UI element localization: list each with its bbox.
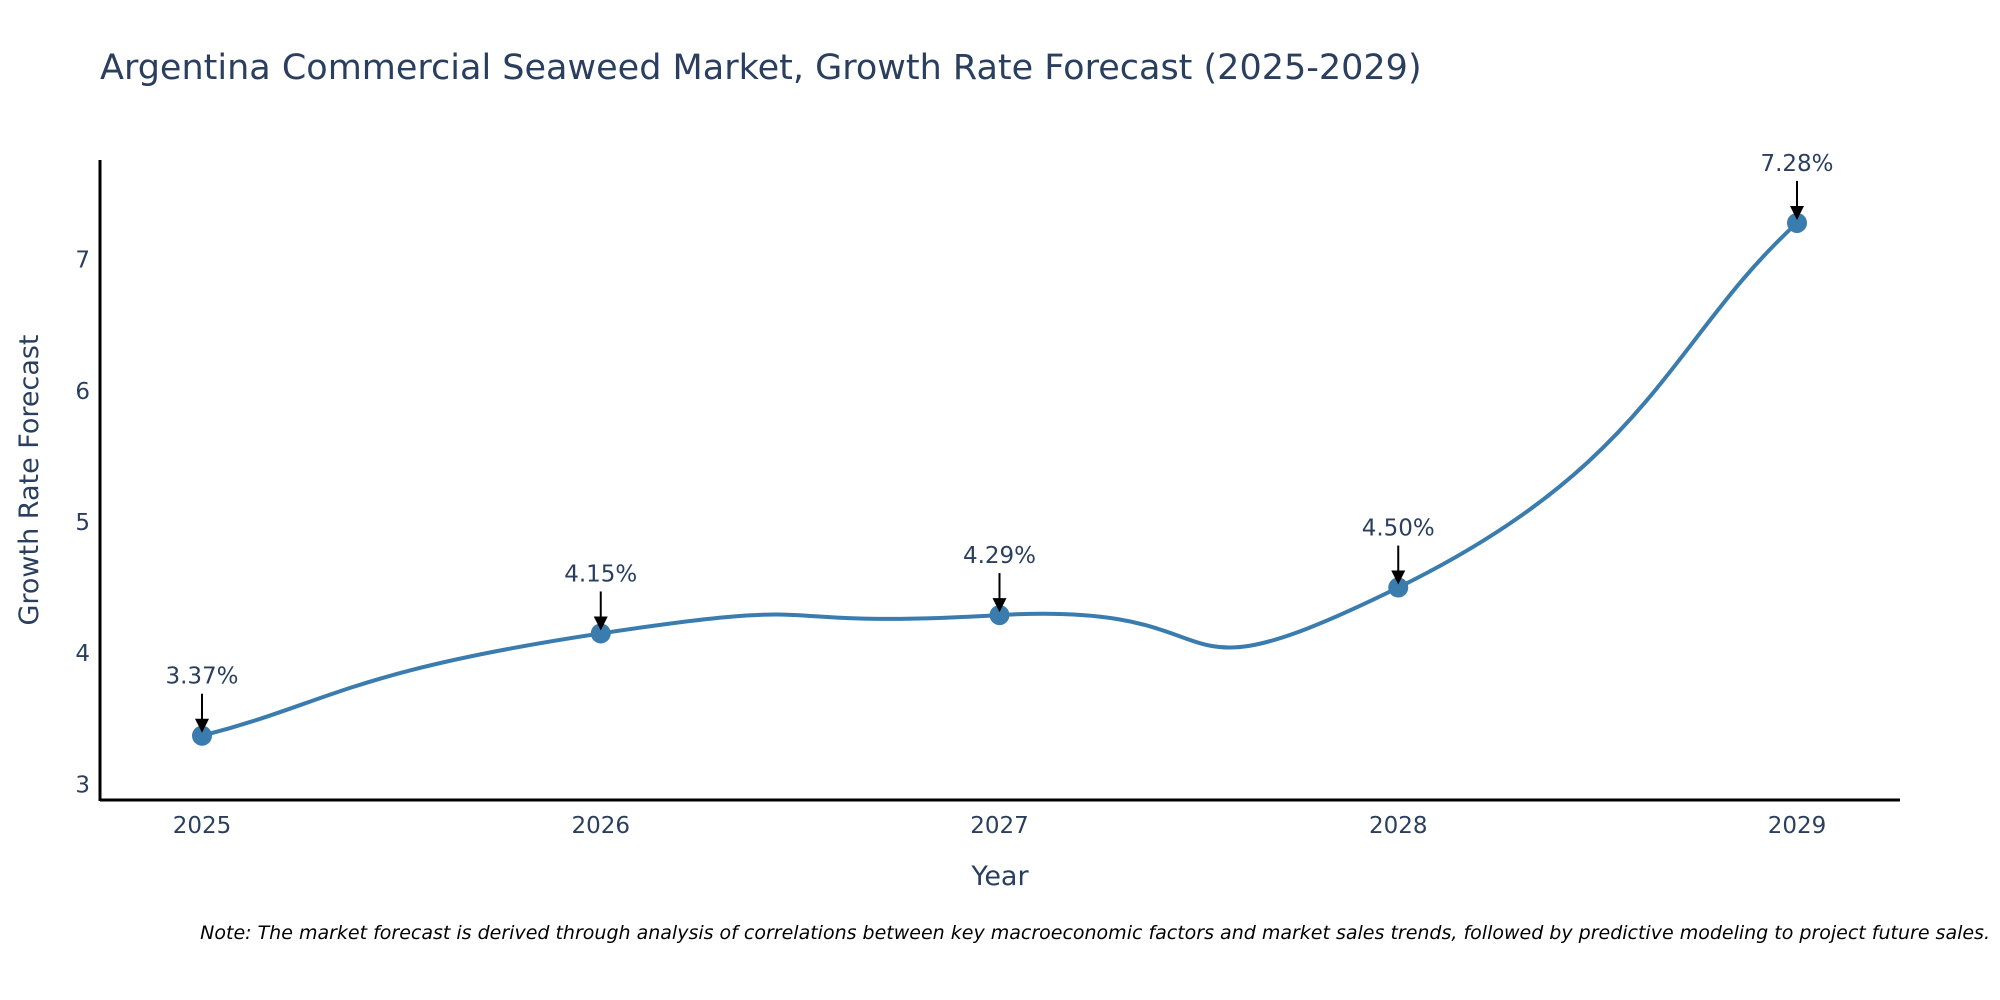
- x-tick-label: 2029: [1768, 813, 1827, 839]
- y-tick-label: 3: [75, 772, 90, 798]
- data-markers: [192, 212, 1807, 746]
- chart-note: Note: The market forecast is derived thr…: [200, 922, 1990, 944]
- x-axis-ticks: 2025 2026 2027 2028 2029: [173, 813, 1827, 839]
- data-label: 4.29%: [963, 543, 1036, 569]
- x-tick-label: 2028: [1369, 813, 1428, 839]
- y-tick-label: 5: [75, 510, 90, 536]
- data-point: [590, 623, 611, 644]
- data-label: 4.15%: [564, 561, 637, 587]
- annotation-arrowhead: [1391, 570, 1406, 585]
- annotation-arrowhead: [992, 598, 1007, 613]
- x-tick-label: 2026: [571, 813, 630, 839]
- y-axis-ticks: 3 4 5 6 7: [75, 248, 90, 799]
- data-point: [1787, 212, 1807, 233]
- y-tick-label: 4: [75, 641, 90, 667]
- y-tick-label: 6: [75, 379, 90, 405]
- annotation-arrowhead: [1790, 205, 1804, 220]
- data-annotations: 3.37% 4.15% 4.29% 4.50% 7.28%: [165, 151, 1834, 733]
- x-tick-label: 2027: [970, 813, 1029, 839]
- data-label: 3.37%: [165, 664, 238, 690]
- data-point: [1388, 577, 1409, 598]
- annotation-arrowhead: [593, 616, 608, 631]
- chart-title: Argentina Commercial Seaweed Market, Gro…: [100, 48, 1422, 88]
- data-point: [192, 725, 212, 746]
- series-line: [200, 220, 1799, 738]
- y-tick-label: 7: [75, 248, 90, 274]
- y-axis-title: Growth Rate Forecast: [14, 334, 45, 625]
- x-axis-title: Year: [970, 861, 1029, 892]
- data-label: 4.50%: [1362, 516, 1435, 542]
- x-tick-label: 2025: [173, 813, 232, 839]
- annotation-arrowhead: [195, 718, 209, 733]
- data-point: [989, 605, 1010, 626]
- data-label: 7.28%: [1760, 151, 1833, 177]
